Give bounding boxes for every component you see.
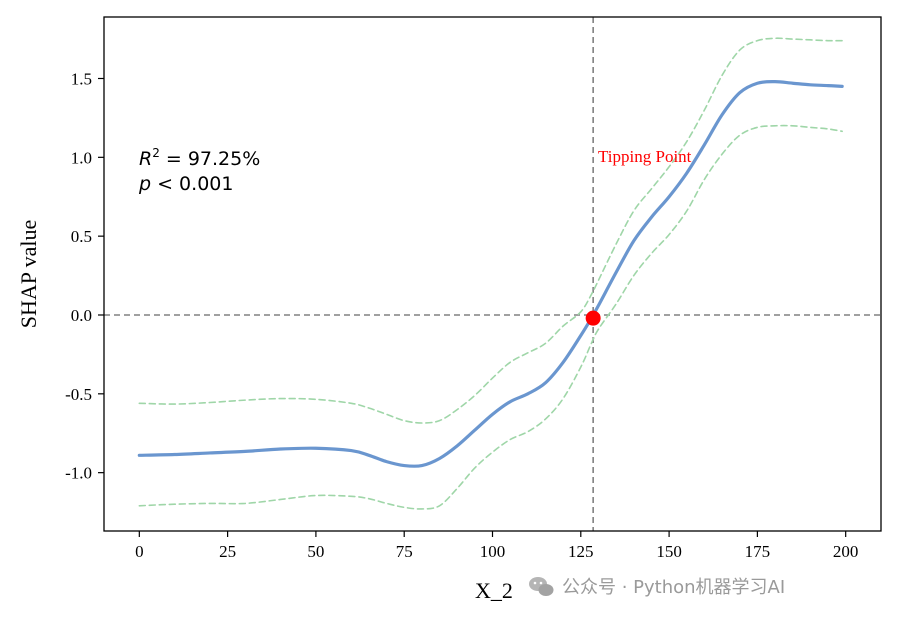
marks-layer	[104, 17, 881, 531]
tipping-point-marker	[585, 310, 601, 326]
watermark: 公众号 · Python机器学习AI	[529, 577, 785, 598]
x-tick-label: 150	[656, 542, 682, 561]
plot-background	[104, 17, 881, 531]
series-fit-line	[137, 80, 844, 468]
ticks-layer: 0 25 50 75 100 125 150 175 200 1.5 1.0 0.5 0.0 -0.5 -1…	[65, 69, 858, 561]
x-tick-label: 125	[568, 542, 594, 561]
series-lower-band-line	[138, 124, 843, 510]
r-squared-annotation: R2 = 97.25%	[139, 146, 260, 170]
y-tick-label: -0.5	[65, 385, 92, 404]
y-tick-label: 1.5	[71, 69, 92, 88]
x-tick-label: 100	[480, 542, 506, 561]
x-tick-label: 175	[745, 542, 771, 561]
series-upper-band-line	[138, 37, 843, 424]
x-tick-label: 75	[396, 542, 413, 561]
x-tick-label: 25	[219, 542, 236, 561]
watermark-text: 公众号 · Python机器学习AI	[562, 577, 785, 598]
y-tick-label: 0.0	[71, 306, 92, 325]
y-tick-label: 0.5	[71, 227, 92, 246]
tipping-point-label: Tipping Point	[598, 147, 692, 166]
x-tick-label: 0	[135, 542, 144, 561]
x-tick-label: 200	[833, 542, 859, 561]
x-axis-label: X_2	[475, 578, 513, 603]
y-axis-label: SHAP value	[16, 220, 41, 329]
y-tick-label: -1.0	[65, 464, 92, 483]
wechat-icon	[529, 577, 554, 596]
p-value-annotation: p < 0.001	[138, 173, 233, 195]
x-tick-label: 50	[307, 542, 324, 561]
y-tick-label: 1.0	[71, 148, 92, 167]
